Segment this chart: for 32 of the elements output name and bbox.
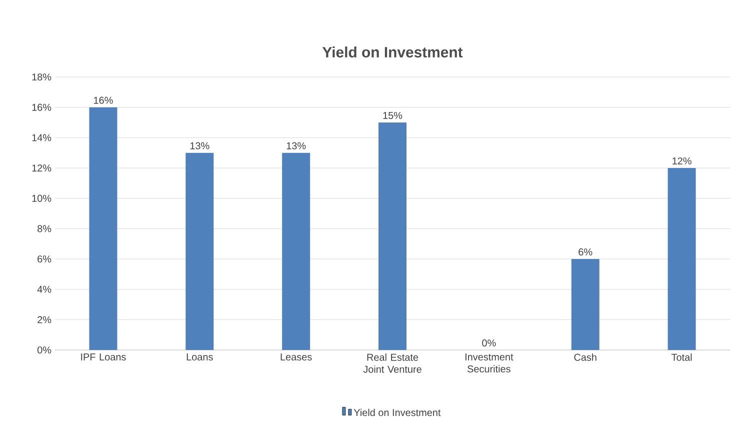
bar (571, 259, 600, 350)
bar (186, 152, 214, 350)
y-tick-label: 14% (32, 134, 52, 142)
data-label: 0% (482, 339, 496, 346)
y-tick-label: 18% (32, 73, 52, 81)
data-label: 16% (94, 96, 113, 104)
y-tick-label: 0% (37, 346, 52, 354)
bar (378, 122, 406, 350)
y-tick-label: 2% (38, 316, 52, 324)
x-tick-label: IPF Loans (81, 354, 126, 360)
bar (89, 107, 118, 350)
chart-title: Yield on Investment (322, 46, 463, 58)
x-tick-label: Cash (574, 354, 596, 361)
data-label: 12% (672, 157, 692, 164)
x-tick-label: Total (671, 354, 692, 361)
y-tick-label: 12% (32, 164, 52, 172)
y-tick-label: 4% (37, 286, 52, 293)
y-tick-label: 6% (38, 255, 52, 263)
y-tick-label: 10% (32, 194, 52, 202)
bar (282, 152, 310, 350)
x-tick-label: Real Estate Joint Venture (363, 354, 422, 373)
y-tick-label: 16% (32, 104, 52, 111)
data-label: 13% (190, 142, 210, 150)
data-label: 6% (578, 248, 592, 256)
y-tick-label: 8% (38, 225, 52, 232)
data-label: 13% (286, 142, 306, 150)
x-tick-label: Investment Securities (465, 354, 514, 372)
bar (668, 168, 696, 350)
data-label: 15% (383, 112, 402, 119)
x-tick-label: Leases (280, 354, 312, 360)
legend-label: Yield on Investment (354, 408, 441, 416)
x-tick-label: Loans (186, 354, 213, 360)
